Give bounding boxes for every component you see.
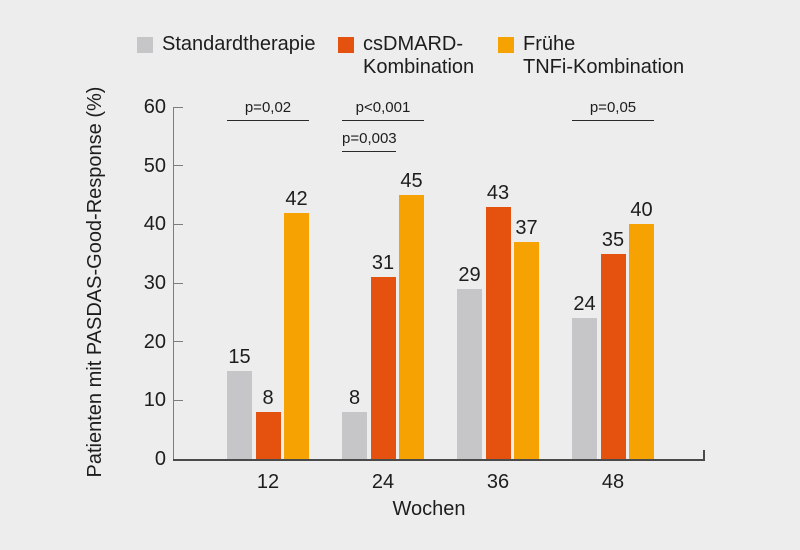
- gray-square-icon: [137, 37, 153, 53]
- y-tick-label: 50: [143, 154, 166, 177]
- p-value-label: p=0,003: [342, 130, 397, 147]
- y-axis-tick: [174, 399, 183, 401]
- y-tick-label: 0: [154, 448, 166, 470]
- bar-fr-he-tnfi-kombination-week-36: [514, 241, 539, 459]
- bar-standardtherapie-week-12: [227, 371, 252, 459]
- bar-value-label: 31: [371, 252, 395, 275]
- orange-square-icon: [498, 37, 514, 53]
- y-axis-line: [173, 107, 174, 460]
- x-axis-title: Wochen: [392, 498, 466, 520]
- legend-label: Kombination: [363, 56, 475, 78]
- x-tick-label: 36: [486, 471, 510, 493]
- y-tick-label: 40: [143, 213, 166, 236]
- bar-csdmard-kombination-week-36: [485, 206, 511, 459]
- x-tick-label: 12: [256, 471, 280, 493]
- y-tick-label: 60: [143, 96, 166, 118]
- bar-value-label: 43: [486, 181, 510, 204]
- bar-value-label: 24: [573, 293, 596, 316]
- p-value-label: p=0,02: [244, 99, 292, 116]
- red-orange-square-icon: [338, 37, 354, 53]
- y-tick-label: 20: [143, 330, 166, 353]
- bar-value-label: 42: [285, 187, 308, 210]
- p-value-label: p=0,05: [589, 99, 637, 116]
- legend-item-standardtherapie: Standardtherapie: [137, 33, 315, 56]
- x-axis-end-tick: [703, 450, 705, 461]
- y-axis-tick: [174, 165, 183, 167]
- p-value-line: [572, 120, 654, 121]
- y-axis-tick: [174, 223, 183, 225]
- bar-fr-he-tnfi-kombination-week-48: [629, 224, 654, 459]
- bar-value-label: 45: [400, 170, 423, 192]
- legend-label: TNFi-Kombination: [523, 56, 685, 78]
- bar-value-label: 29: [458, 263, 481, 286]
- bar-fr-he-tnfi-kombination-week-24: [399, 195, 424, 459]
- bar-standardtherapie-week-36: [457, 288, 482, 459]
- y-tick-label: 30: [143, 272, 166, 294]
- legend-item-fruehe-tnfi-kombination: Frühe TNFi-Kombination: [498, 33, 684, 79]
- bar-standardtherapie-week-24: [342, 412, 367, 459]
- bar-csdmard-kombination-week-12: [255, 412, 281, 459]
- legend-label: csDMARD-: [363, 33, 463, 55]
- p-value-label: p<0,001: [355, 99, 411, 116]
- y-axis-tick: [174, 106, 183, 108]
- bar-fr-he-tnfi-kombination-week-12: [284, 212, 309, 459]
- legend-label: Standardtherapie: [162, 33, 316, 55]
- bar-csdmard-kombination-week-48: [600, 253, 626, 459]
- p-value-line: [342, 120, 424, 121]
- bar-csdmard-kombination-week-24: [370, 277, 396, 459]
- bar-value-label: 35: [601, 228, 625, 251]
- bar-value-label: 15: [228, 346, 251, 368]
- bar-value-label: 8: [262, 387, 274, 410]
- x-axis-line: [173, 459, 705, 461]
- legend-item-csdmard-kombination: csDMARD- Kombination: [338, 33, 474, 79]
- p-value-line: [227, 120, 309, 121]
- bar-standardtherapie-week-48: [572, 318, 597, 459]
- legend-label: Frühe: [523, 33, 576, 55]
- bar-value-label: 37: [515, 216, 538, 239]
- y-axis-title: Patienten mit PASDAS-Good-Response (%): [84, 86, 106, 478]
- x-tick-label: 24: [371, 471, 395, 493]
- bar-value-label: 8: [348, 387, 361, 410]
- y-tick-label: 10: [143, 389, 166, 412]
- x-tick-label: 48: [601, 471, 625, 493]
- p-value-line: [342, 151, 396, 152]
- bar-value-label: 40: [630, 199, 653, 222]
- y-axis-tick: [174, 282, 183, 284]
- y-axis-tick: [174, 341, 183, 343]
